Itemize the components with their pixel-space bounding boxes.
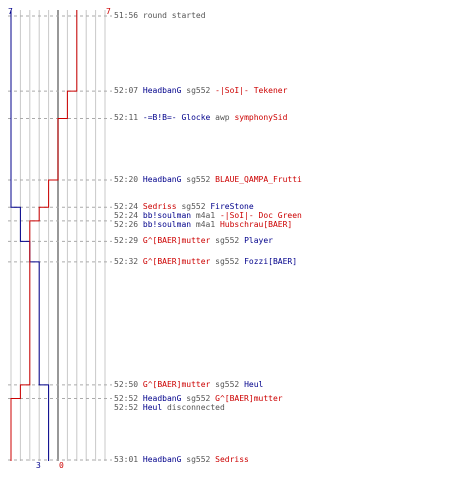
event-action: sg552: [210, 256, 245, 266]
player-name: Hubschrau[BAER]: [219, 220, 293, 230]
chart-grid: [10, 10, 106, 461]
player-name: HeadbanG: [142, 174, 182, 184]
event-action: sg552: [181, 86, 216, 96]
event-row: 52:11 -=B!B=- Glocke awp symphonySid: [114, 113, 287, 122]
player-name: -|SoI|- Tekener: [215, 86, 288, 96]
event-action: m4a1: [191, 211, 220, 221]
event-action: sg552: [181, 393, 216, 403]
event-guide-lines: [8, 15, 112, 461]
event-time: 52:24: [114, 202, 143, 212]
event-row: 53:01 HeadbanG sg552 Sedriss: [114, 455, 249, 464]
player-name: Sedriss: [215, 455, 249, 464]
event-time: 52:26: [114, 220, 143, 230]
player-name: Heul: [142, 402, 163, 412]
event-action: sg552: [210, 236, 245, 246]
player-name: HeadbanG: [142, 86, 182, 96]
player-name: G^[BAER]mutter: [142, 379, 211, 389]
event-action: disconnected: [162, 402, 225, 412]
event-time: 53:01: [114, 455, 143, 464]
event-row: 52:07 HeadbanG sg552 -|SoI|- Tekener: [114, 86, 287, 95]
player-name: G^[BAER]mutter: [142, 256, 211, 266]
player-name: -|SoI|- Doc Green: [219, 211, 302, 221]
player-name: G^[BAER]mutter: [142, 236, 211, 246]
event-time: 52:24: [114, 211, 143, 221]
event-time: 52:32: [114, 256, 143, 266]
player-name: Heul: [244, 379, 264, 389]
event-row: 52:32 G^[BAER]mutter sg552 Fozzi[BAER]: [114, 257, 297, 266]
player-name: BLAUE_QAMPA_Frutti: [215, 174, 302, 184]
event-action: m4a1: [191, 220, 220, 230]
event-time: 52:07: [114, 86, 143, 96]
event-row: 52:20 HeadbanG sg552 BLAUE_QAMPA_Frutti: [114, 175, 302, 184]
event-time: 52:20: [114, 174, 143, 184]
player-name: bb!soulman: [142, 220, 192, 230]
event-time: 52:50: [114, 379, 143, 389]
blue-start-count: 7: [8, 7, 13, 16]
event-action: awp: [210, 113, 235, 123]
player-name: Player: [244, 236, 273, 246]
event-row: 52:26 bb!soulman m4a1 Hubschrau[BAER]: [114, 220, 292, 229]
event-row: 52:24 bb!soulman m4a1 -|SoI|- Doc Green: [114, 211, 302, 220]
event-row: 52:29 G^[BAER]mutter sg552 Player: [114, 236, 273, 245]
player-name: G^[BAER]mutter: [215, 393, 283, 403]
event-row: 52:24 Sedriss sg552 FireStone: [114, 202, 254, 211]
event-time: 52:52: [114, 393, 143, 403]
player-name: HeadbanG: [142, 455, 182, 464]
player-name: HeadbanG: [142, 393, 182, 403]
player-name: bb!soulman: [142, 211, 192, 221]
blue-end-count: 3: [36, 461, 41, 470]
player-name: -=B!B=- Glocke: [142, 113, 211, 123]
player-name: FireStone: [210, 202, 254, 212]
player-name: Sedriss: [142, 202, 177, 212]
event-time: 52:11: [114, 113, 143, 123]
event-row: 52:52 Heul disconnected: [114, 403, 225, 412]
event-action: sg552: [181, 174, 216, 184]
player-name: symphonySid: [234, 113, 288, 123]
red-team-line: [10, 10, 78, 461]
event-time: 52:29: [114, 236, 143, 246]
event-action: round started: [142, 11, 206, 20]
event-row: 51:56 round started: [114, 11, 206, 20]
event-time: 52:52: [114, 402, 143, 412]
event-row: 52:52 HeadbanG sg552 G^[BAER]mutter: [114, 394, 283, 403]
red-start-count: 7: [106, 7, 111, 16]
event-row: 52:50 G^[BAER]mutter sg552 Heul: [114, 380, 263, 389]
event-time: 51:56: [114, 11, 143, 20]
event-action: sg552: [176, 202, 211, 212]
red-end-count: 0: [59, 461, 64, 470]
event-action: sg552: [181, 455, 216, 464]
event-action: sg552: [210, 379, 245, 389]
player-name: Fozzi[BAER]: [244, 256, 298, 266]
